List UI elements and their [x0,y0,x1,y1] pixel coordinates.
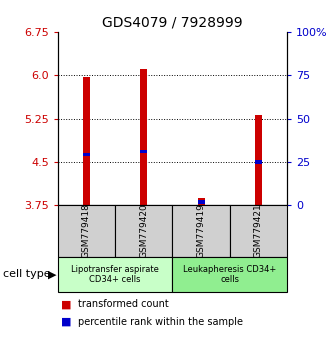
Text: GSM779421: GSM779421 [254,204,263,258]
Bar [173,257,287,292]
Text: GSM779418: GSM779418 [82,204,91,258]
Text: Leukapheresis CD34+
cells: Leukapheresis CD34+ cells [183,265,277,284]
Bar [58,257,173,292]
Bar [198,198,205,205]
Bar [115,205,173,257]
Bar [255,160,262,164]
Bar [83,77,90,205]
Text: ▶: ▶ [48,269,56,279]
Text: cell type: cell type [3,269,51,279]
Bar [83,153,90,156]
Text: GSM779420: GSM779420 [139,204,148,258]
Bar [255,115,262,205]
Title: GDS4079 / 7928999: GDS4079 / 7928999 [102,15,243,29]
Bar [173,205,230,257]
Text: ■: ■ [61,317,72,327]
Text: Lipotransfer aspirate
CD34+ cells: Lipotransfer aspirate CD34+ cells [71,265,159,284]
Bar [140,150,147,153]
Text: ■: ■ [61,299,72,309]
Text: percentile rank within the sample: percentile rank within the sample [78,317,243,327]
Bar [58,205,115,257]
Bar [230,205,287,257]
Text: transformed count: transformed count [78,299,168,309]
Bar [198,200,205,204]
Text: GSM779419: GSM779419 [197,204,206,258]
Bar [140,69,147,205]
